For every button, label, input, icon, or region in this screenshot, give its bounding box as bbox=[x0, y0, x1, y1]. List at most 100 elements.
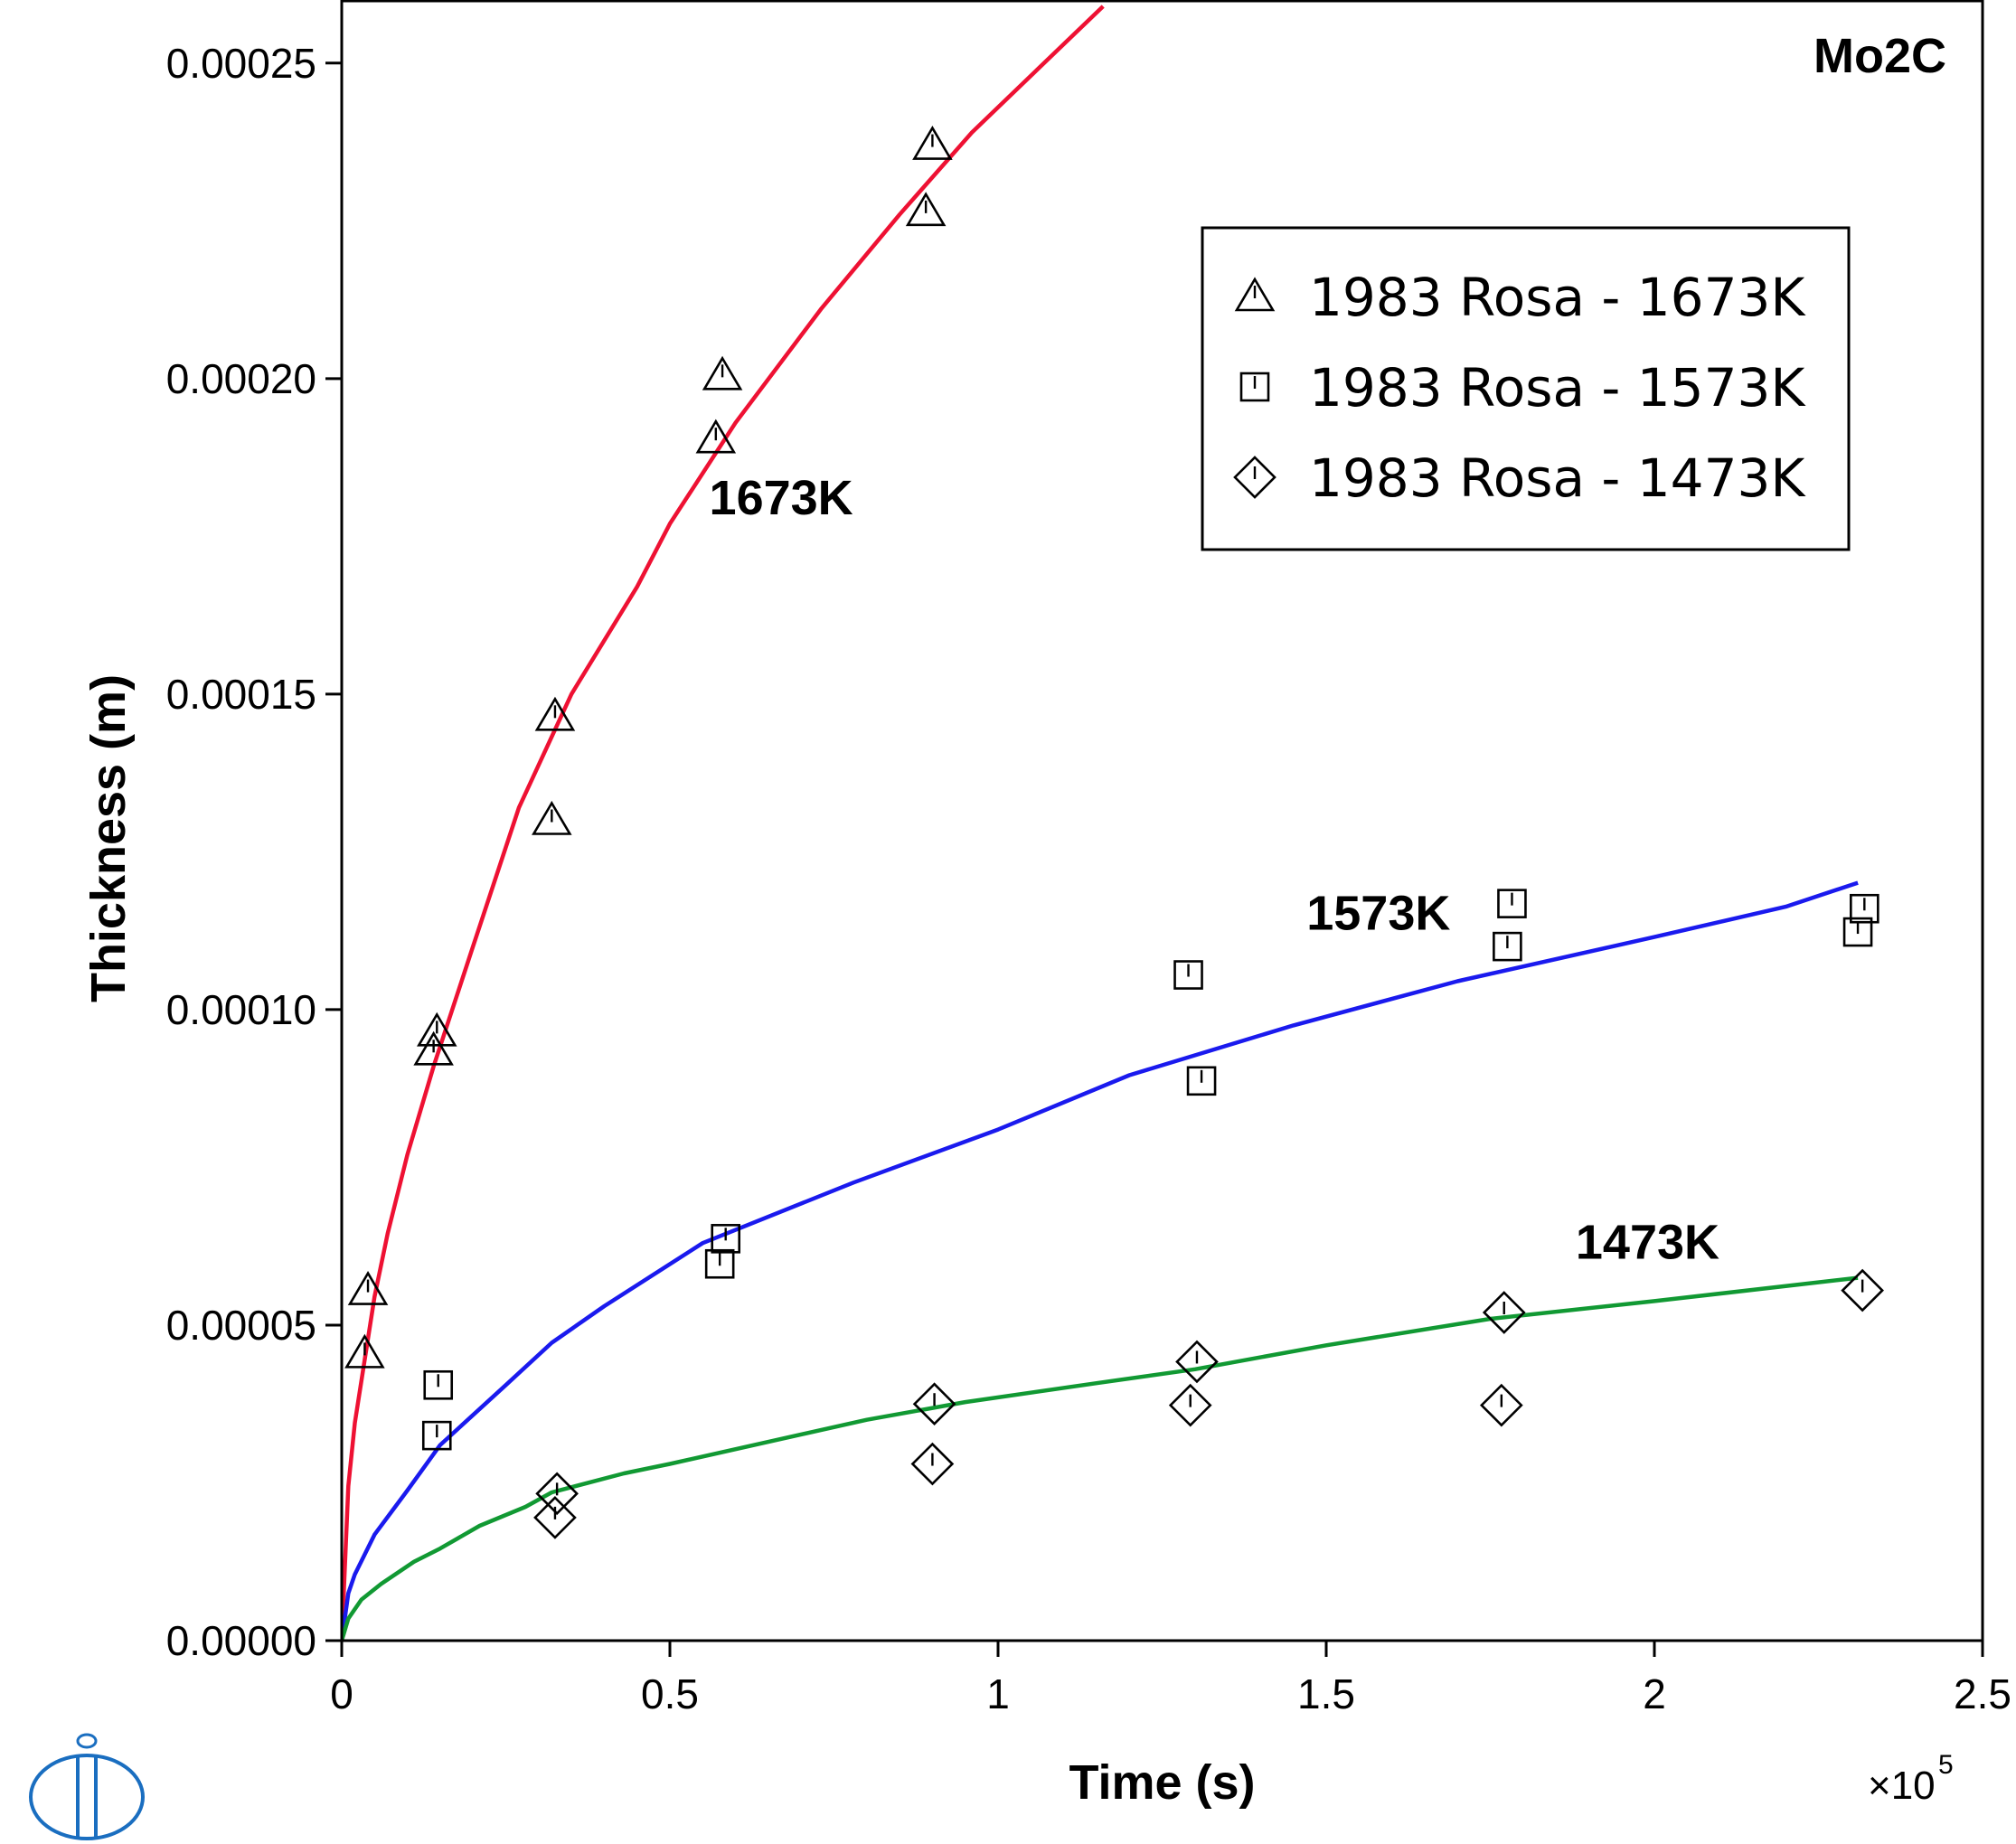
annotation-1573K: 1573K bbox=[1306, 886, 1450, 940]
point-square-6 bbox=[1493, 931, 1522, 962]
point-triangle-4-shape bbox=[532, 800, 572, 835]
point-diamond-5-shape bbox=[1175, 1340, 1219, 1384]
point-triangle-3 bbox=[416, 1011, 457, 1047]
point-diamond-4 bbox=[1168, 1383, 1212, 1427]
point-diamond-8 bbox=[1841, 1268, 1884, 1312]
x-multiplier-exp: 5 bbox=[1938, 1750, 1954, 1780]
x-multiplier: ×10 5 bbox=[1868, 1750, 1954, 1808]
legend: 1983 Rosa - 1673K 1983 Rosa - 1573K 1983 R… bbox=[1201, 226, 1851, 551]
legend-marker-triangle-shape bbox=[1234, 277, 1276, 312]
legend-entry: 1983 Rosa - 1573K bbox=[1309, 357, 1806, 419]
axes-layer: 0 0.5 1 1.5 2 2.5 0.00000 0.00005 0.00010 0.00015… bbox=[81, 0, 2011, 1810]
point-diamond-1 bbox=[535, 1472, 579, 1516]
line-1673K bbox=[342, 5, 1105, 1641]
plot-layer: 1673K 1573K 1473K Mo2C bbox=[342, 5, 1946, 1641]
point-square-2-shape bbox=[704, 1248, 735, 1279]
x-multiplier-base: ×10 bbox=[1868, 1764, 1936, 1808]
legend-marker-square bbox=[1239, 372, 1270, 402]
point-square-1-shape bbox=[423, 1369, 454, 1400]
point-square-9-shape bbox=[1850, 893, 1879, 924]
point-triangle-2 bbox=[413, 1030, 454, 1066]
point-diamond-4-shape bbox=[1168, 1383, 1212, 1427]
logo-dot bbox=[76, 1733, 98, 1749]
y-tick-label: 0.00005 bbox=[166, 1302, 316, 1349]
data-points bbox=[344, 125, 1884, 1539]
point-triangle-5-shape bbox=[534, 696, 576, 731]
point-square-3 bbox=[711, 1224, 741, 1254]
legend-marker-square-shape bbox=[1239, 372, 1270, 402]
point-square-4 bbox=[1173, 960, 1203, 990]
point-diamond-7 bbox=[1482, 1291, 1526, 1334]
point-triangle-8-shape bbox=[905, 192, 947, 227]
point-square-8-shape bbox=[1842, 917, 1873, 947]
point-triangle-3-shape bbox=[416, 1011, 457, 1047]
legend-marker-diamond-shape bbox=[1233, 456, 1276, 499]
y-tick-label: 0.00025 bbox=[166, 40, 316, 87]
point-diamond-0-shape bbox=[533, 1496, 577, 1539]
logo-icon bbox=[29, 1733, 145, 1840]
point-triangle-1 bbox=[347, 1271, 389, 1305]
point-triangle-4 bbox=[532, 800, 572, 835]
point-square-6-shape bbox=[1493, 931, 1522, 962]
point-diamond-7-shape bbox=[1482, 1291, 1526, 1334]
model-lines bbox=[342, 5, 1859, 1641]
point-square-4-shape bbox=[1173, 960, 1203, 990]
legend-entry: 1983 Rosa - 1473K bbox=[1309, 447, 1806, 509]
line-1573K bbox=[342, 880, 1859, 1641]
point-diamond-3-shape bbox=[912, 1382, 956, 1426]
point-triangle-6-shape bbox=[695, 419, 737, 454]
point-square-0 bbox=[421, 1420, 452, 1451]
point-triangle-2-shape bbox=[413, 1030, 454, 1066]
y-tick-label: 0.00010 bbox=[166, 986, 316, 1033]
point-diamond-5 bbox=[1175, 1340, 1219, 1384]
x-tick-label: 0 bbox=[330, 1670, 353, 1717]
point-square-7-shape bbox=[1497, 889, 1527, 918]
point-diamond-6 bbox=[1480, 1383, 1523, 1427]
point-diamond-3 bbox=[912, 1382, 956, 1426]
point-triangle-6 bbox=[695, 419, 737, 454]
y-tick-label: 0.00020 bbox=[166, 355, 316, 402]
x-tick-label: 1 bbox=[986, 1670, 1010, 1717]
plot-frame bbox=[340, 0, 1984, 1642]
point-triangle-0-shape bbox=[344, 1333, 385, 1369]
point-triangle-1-shape bbox=[347, 1271, 389, 1305]
point-square-3-shape bbox=[711, 1224, 741, 1254]
x-tick-label: 0.5 bbox=[641, 1670, 699, 1717]
point-square-9 bbox=[1850, 893, 1879, 924]
x-tick-label: 1.5 bbox=[1297, 1670, 1355, 1717]
point-triangle-5 bbox=[534, 696, 576, 731]
y-tick-label: 0.00000 bbox=[166, 1617, 316, 1664]
x-tick-label: 2 bbox=[1643, 1670, 1666, 1717]
point-diamond-8-shape bbox=[1841, 1268, 1884, 1312]
y-axis-label: Thickness (m) bbox=[81, 674, 136, 1002]
x-axis-label: Time (s) bbox=[1069, 1755, 1255, 1810]
point-diamond-0 bbox=[533, 1496, 577, 1539]
chart-title: Mo2C bbox=[1813, 29, 1946, 83]
legend-marker-diamond bbox=[1233, 456, 1276, 499]
point-square-2 bbox=[704, 1248, 735, 1279]
annotation-1673K: 1673K bbox=[710, 471, 853, 525]
point-diamond-2 bbox=[910, 1442, 955, 1486]
point-triangle-9-shape bbox=[912, 125, 953, 160]
y-tick-label: 0.00015 bbox=[166, 671, 316, 718]
point-square-5-shape bbox=[1186, 1066, 1217, 1096]
annotation-1473K: 1473K bbox=[1576, 1216, 1719, 1270]
point-square-7 bbox=[1497, 889, 1527, 918]
legend-entry: 1983 Rosa - 1673K bbox=[1309, 267, 1806, 328]
legend-marker-triangle bbox=[1234, 277, 1276, 312]
point-square-0-shape bbox=[421, 1420, 452, 1451]
line-1473K bbox=[342, 1275, 1859, 1641]
point-square-1 bbox=[423, 1369, 454, 1400]
point-triangle-8 bbox=[905, 192, 947, 227]
logo-ellipse bbox=[29, 1754, 145, 1840]
point-triangle-9 bbox=[912, 125, 953, 160]
point-diamond-1-shape bbox=[535, 1472, 579, 1516]
point-triangle-7 bbox=[702, 355, 743, 390]
point-diamond-2-shape bbox=[910, 1442, 955, 1486]
point-triangle-7-shape bbox=[702, 355, 743, 390]
point-triangle-0 bbox=[344, 1333, 385, 1369]
legend-box bbox=[1201, 226, 1851, 551]
point-square-5 bbox=[1186, 1066, 1217, 1096]
point-diamond-6-shape bbox=[1480, 1383, 1523, 1427]
